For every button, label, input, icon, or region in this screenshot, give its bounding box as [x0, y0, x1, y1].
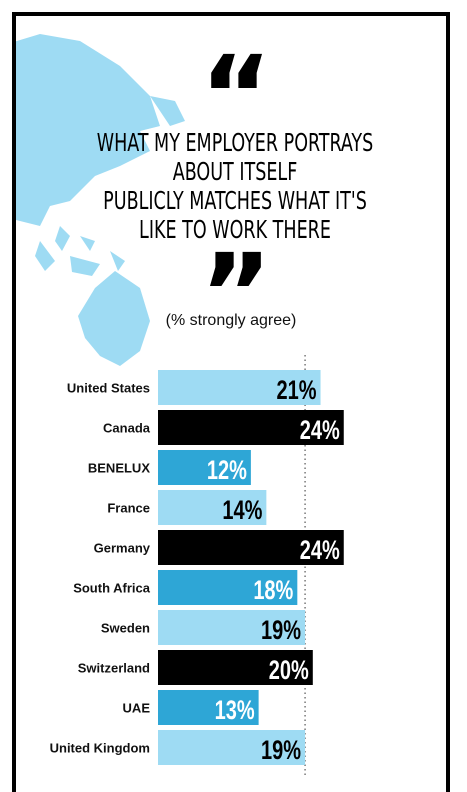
category-label: United States	[67, 381, 150, 396]
survey-statement: WHAT MY EMPLOYER PORTRAYS ABOUT ITSELF P…	[96, 128, 374, 244]
map-shapes	[16, 34, 185, 366]
value-label: 21%	[277, 375, 317, 405]
bar-canada	[158, 410, 344, 445]
frame-border	[12, 12, 450, 776]
bar-south-africa	[158, 570, 298, 605]
bar-benelux	[158, 450, 251, 485]
bar-switzerland	[158, 650, 313, 685]
category-label: United Kingdom	[50, 741, 150, 756]
bar-germany	[158, 530, 344, 565]
category-label: Switzerland	[78, 661, 150, 676]
value-label: 24%	[300, 535, 340, 565]
category-label: Canada	[103, 421, 151, 436]
value-label: 19%	[261, 735, 301, 765]
value-label: 24%	[300, 415, 340, 445]
category-label: BENELUX	[88, 461, 150, 476]
chart-subtitle: (% strongly agree)	[165, 312, 297, 329]
world-map-decoration	[16, 34, 185, 366]
bar-sweden	[158, 610, 306, 645]
value-label: 20%	[269, 655, 309, 685]
value-label: 13%	[215, 695, 255, 725]
category-label: UAE	[123, 701, 151, 716]
bar-chart: United States 21% Canada 24% BENELUX 12% Franc…	[12, 12, 450, 776]
category-label: Germany	[94, 541, 151, 556]
value-label: 12%	[207, 455, 247, 485]
bar-united-states	[158, 370, 321, 405]
category-label: Sweden	[101, 621, 150, 636]
value-label: 14%	[222, 495, 262, 525]
close-quote-mark: ”	[199, 230, 272, 358]
category-label: South Africa	[73, 581, 151, 596]
bar-uae	[158, 690, 259, 725]
value-label: 19%	[261, 615, 301, 645]
bar-france	[158, 490, 267, 525]
open-quote-mark: “	[199, 32, 272, 160]
bar-united-kingdom	[158, 730, 306, 765]
category-label: France	[107, 501, 150, 516]
value-label: 18%	[253, 575, 293, 605]
